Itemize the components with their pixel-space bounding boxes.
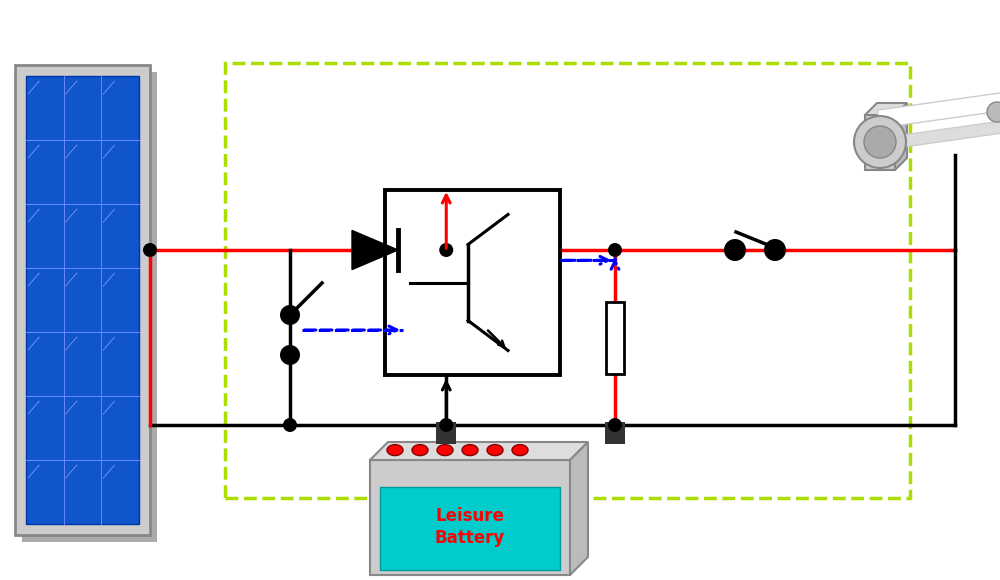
Polygon shape — [570, 442, 588, 575]
Ellipse shape — [387, 445, 403, 456]
Bar — [436, 422, 456, 444]
Bar — [880, 121, 1000, 150]
Bar — [15, 65, 150, 535]
Bar — [605, 422, 625, 444]
Circle shape — [987, 102, 1000, 122]
Ellipse shape — [487, 445, 503, 456]
Circle shape — [864, 126, 896, 158]
Circle shape — [724, 239, 746, 261]
Bar — [606, 302, 624, 374]
Ellipse shape — [437, 445, 453, 456]
Bar — [26, 76, 139, 524]
Circle shape — [854, 116, 906, 168]
Circle shape — [280, 305, 300, 325]
Ellipse shape — [462, 445, 478, 456]
Circle shape — [608, 243, 622, 257]
Text: Leisure
Battery: Leisure Battery — [435, 506, 505, 547]
Circle shape — [439, 243, 453, 257]
Bar — [385, 190, 560, 375]
Polygon shape — [895, 103, 907, 170]
Bar — [380, 487, 560, 570]
Polygon shape — [865, 103, 907, 115]
Circle shape — [283, 418, 297, 432]
Ellipse shape — [512, 445, 528, 456]
Bar — [370, 460, 570, 575]
Bar — [865, 115, 895, 170]
Polygon shape — [352, 230, 398, 270]
Circle shape — [608, 418, 622, 432]
Circle shape — [764, 239, 786, 261]
Bar — [225, 63, 910, 498]
Circle shape — [280, 345, 300, 365]
Polygon shape — [370, 442, 588, 460]
Bar — [22, 72, 157, 542]
Circle shape — [439, 418, 453, 432]
Ellipse shape — [412, 445, 428, 456]
Bar — [877, 93, 1000, 128]
Circle shape — [143, 243, 157, 257]
